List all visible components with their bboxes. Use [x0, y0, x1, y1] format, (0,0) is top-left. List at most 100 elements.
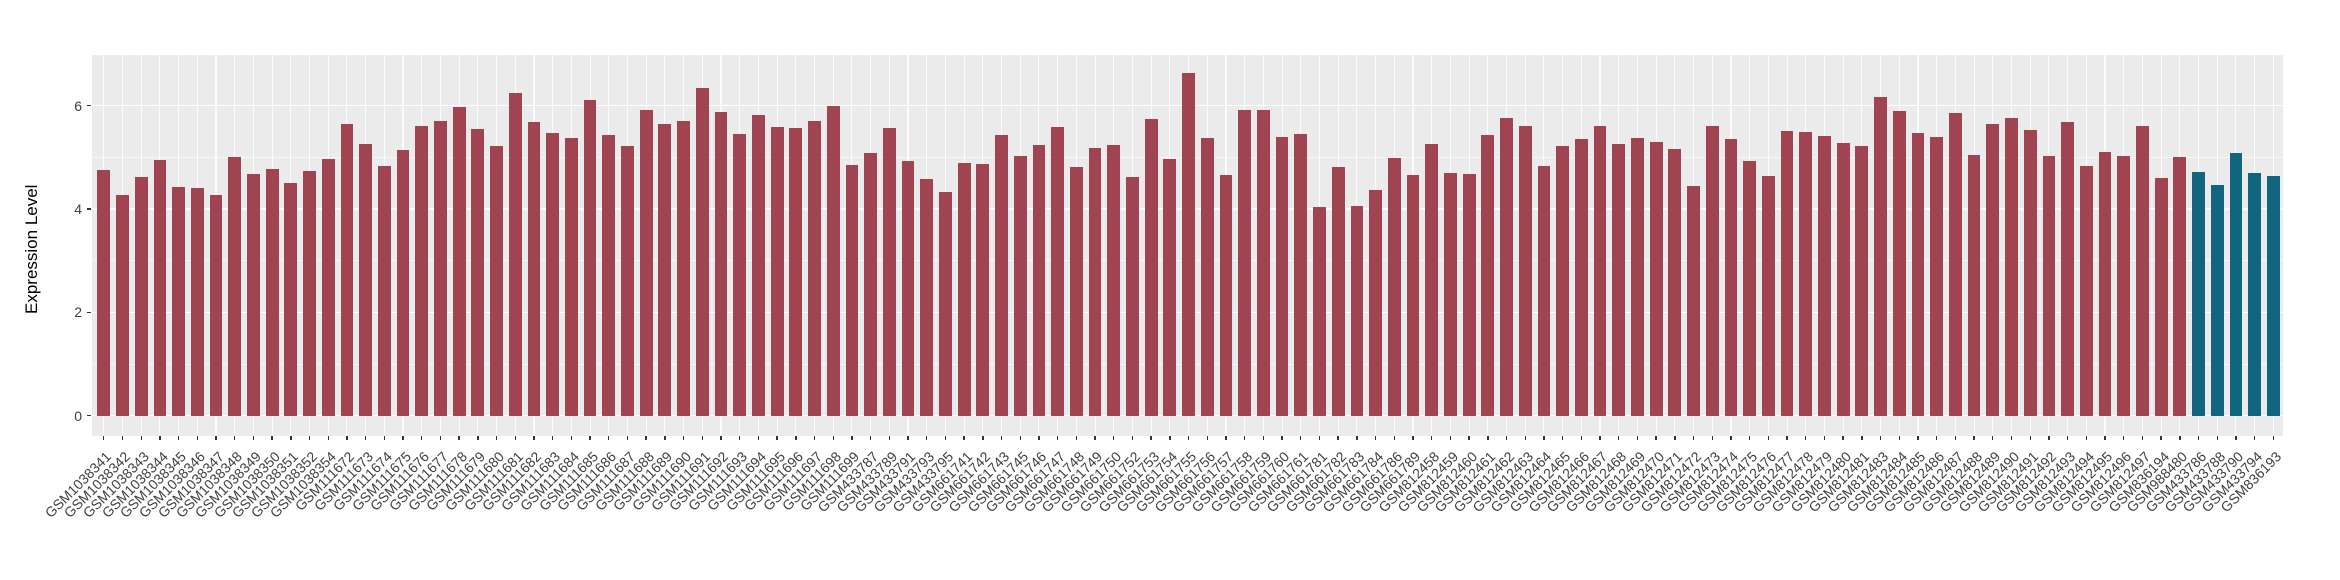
x-tick-mark	[1038, 436, 1040, 440]
bar	[2079, 166, 2093, 416]
bar	[2098, 152, 2112, 416]
bar	[995, 135, 1008, 416]
x-tick-mark	[103, 436, 105, 440]
bar	[920, 178, 934, 416]
x-tick-mark	[121, 436, 124, 440]
x-tick-mark	[1861, 436, 1863, 440]
bar	[1780, 130, 1794, 416]
x-tick-mark	[1730, 436, 1732, 440]
bar	[770, 126, 784, 416]
bar	[1500, 117, 1513, 416]
bar	[752, 115, 765, 416]
bar	[1892, 110, 1906, 416]
x-tick-mark	[383, 436, 386, 440]
x-tick-mark	[664, 436, 666, 440]
bar	[2248, 172, 2262, 416]
bar	[1107, 145, 1121, 416]
bar	[471, 128, 485, 416]
x-tick-mark	[1636, 436, 1639, 440]
bar	[1724, 138, 1738, 416]
bar	[134, 176, 148, 416]
x-tick-mark	[495, 436, 498, 440]
x-tick-mark	[1580, 436, 1583, 440]
bar	[1163, 158, 1177, 416]
x-tick-mark	[926, 436, 928, 440]
bar	[2023, 130, 2037, 416]
bar	[359, 143, 373, 416]
bar	[1818, 136, 1831, 416]
x-tick-mark	[1973, 436, 1975, 440]
x-tick-mark	[1150, 436, 1152, 440]
bar	[1761, 176, 1775, 416]
x-tick-mark	[739, 436, 741, 440]
bar	[826, 106, 840, 416]
x-tick-mark	[907, 436, 909, 440]
bar	[1518, 125, 1532, 416]
x-tick-mark	[1655, 436, 1657, 440]
y-tick-mark	[87, 208, 91, 210]
bar	[789, 128, 803, 416]
bar	[695, 88, 709, 416]
bar	[2229, 153, 2243, 416]
bar	[1238, 110, 1252, 416]
bar	[2117, 155, 2131, 416]
x-tick-mark	[1879, 436, 1882, 440]
x-tick-mark	[2066, 436, 2069, 440]
x-tick-mark	[1786, 436, 1788, 440]
bar	[1649, 141, 1663, 416]
bar	[303, 171, 316, 416]
bar	[1350, 206, 1364, 416]
bar	[1182, 73, 1195, 416]
x-tick-mark	[2197, 436, 2200, 440]
bar	[1069, 166, 1083, 416]
bar	[1144, 118, 1158, 416]
x-tick-mark	[1711, 436, 1713, 440]
bar	[508, 93, 522, 416]
bar	[1331, 166, 1345, 416]
bar	[1574, 139, 1588, 416]
bar	[1200, 137, 1214, 416]
bar	[1425, 143, 1439, 416]
bar	[1387, 157, 1401, 416]
x-tick-mark	[1374, 436, 1377, 440]
bar	[1219, 174, 1233, 416]
bar	[2154, 177, 2168, 416]
x-tick-mark	[364, 436, 367, 440]
bar	[1668, 148, 1682, 416]
bar	[1930, 137, 1944, 416]
bar	[1948, 112, 1962, 416]
x-tick-mark	[1300, 436, 1302, 440]
x-tick-mark	[290, 436, 292, 440]
x-tick-mark	[2179, 436, 2181, 440]
bar	[658, 124, 672, 416]
x-tick-mark	[1505, 436, 1508, 440]
x-tick-mark	[1056, 436, 1059, 440]
x-tick-mark	[346, 436, 348, 440]
x-tick-mark	[2272, 436, 2275, 440]
x-tick-mark	[2048, 436, 2050, 440]
bar	[2136, 125, 2149, 416]
x-tick-mark	[1262, 436, 1265, 440]
bar	[228, 157, 242, 416]
bar	[2042, 155, 2056, 416]
bar	[265, 168, 279, 416]
bar	[1593, 125, 1607, 416]
x-tick-mark	[1561, 436, 1564, 440]
x-tick-mark	[1094, 436, 1096, 440]
x-tick-mark	[421, 436, 423, 440]
bar	[2005, 117, 2018, 416]
x-tick-mark	[1131, 436, 1134, 440]
x-tick-mark	[851, 436, 853, 440]
bar	[1294, 133, 1308, 416]
x-tick-mark	[458, 436, 460, 440]
x-tick-mark	[477, 436, 479, 440]
x-tick-mark	[1318, 436, 1321, 440]
bar	[1126, 176, 1139, 416]
x-tick-mark	[140, 436, 142, 440]
bar	[1967, 155, 1981, 416]
bar	[452, 107, 466, 416]
x-tick-mark	[795, 436, 797, 440]
bar	[546, 132, 560, 416]
bar	[1256, 110, 1270, 416]
x-tick-mark	[2104, 436, 2106, 440]
